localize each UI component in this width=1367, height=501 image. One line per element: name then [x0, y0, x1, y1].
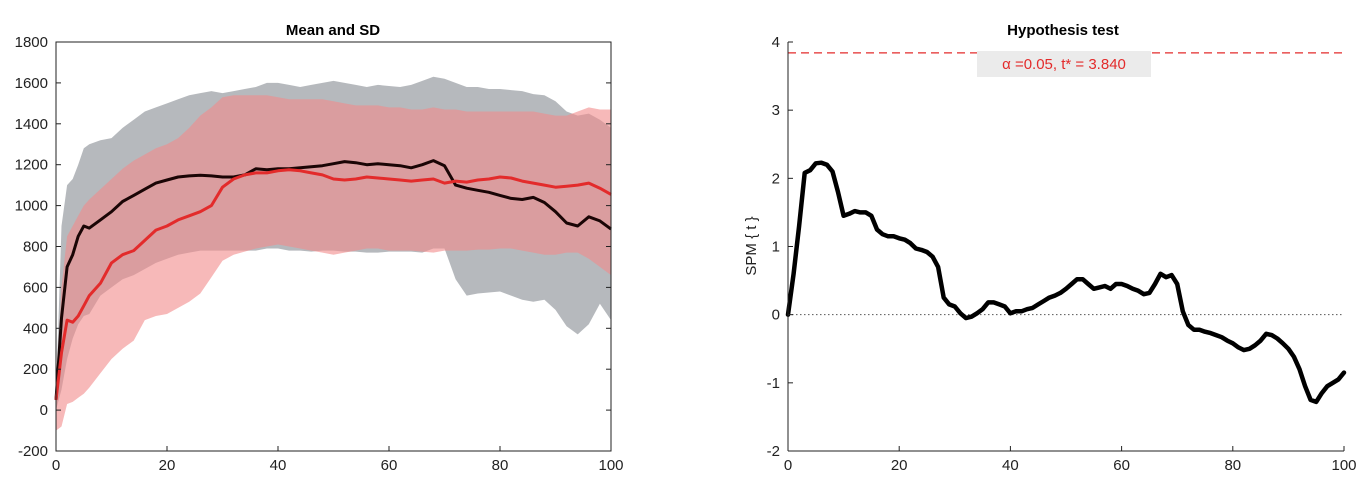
y-tick-label: 2 [772, 170, 780, 187]
y-axis-label: SPM { t } [743, 216, 760, 275]
x-tick-label: 40 [270, 457, 287, 474]
mean-line-red [54, 168, 612, 401]
threshold-label-box [977, 51, 1151, 77]
y-tick-label: 3 [772, 102, 780, 119]
y-tick-label: 600 [23, 279, 48, 296]
x-tick-label: 0 [52, 457, 60, 474]
mean-line-black [54, 159, 612, 401]
hypothesis-test-panel: Hypothesis test α =0.05, t* = 3.840 SPM … [743, 22, 1357, 474]
y-tick-label: 4 [772, 34, 780, 51]
mean-sd-panel: Mean and SD 0 20 40 60 80 100 -20002004006008… [15, 22, 624, 474]
y-tick-label: 200 [23, 361, 48, 378]
threshold-label: α =0.05, t* = 3.840 [1002, 56, 1126, 73]
y-tick-label: 800 [23, 239, 48, 256]
x-tick-label: 20 [891, 457, 908, 474]
spm-line [785, 160, 1347, 405]
x-tick-label: 80 [1224, 457, 1241, 474]
x-tick-label: 100 [1331, 457, 1356, 474]
y-tick-label: 1400 [15, 116, 48, 133]
sd-band-red [56, 95, 611, 431]
x-tick-label: 40 [1002, 457, 1019, 474]
y-tick-label: -2 [767, 443, 780, 460]
y-tick-label: 0 [40, 402, 48, 419]
x-tick-label: 60 [381, 457, 398, 474]
x-tick-label: 60 [1113, 457, 1130, 474]
y-tick-label: 0 [772, 307, 780, 324]
mean-lines [54, 159, 612, 401]
y-tick-label: 1000 [15, 198, 48, 215]
y-tick-label: -1 [767, 375, 780, 392]
chart-title: Hypothesis test [1007, 22, 1119, 39]
chart-title: Mean and SD [286, 22, 380, 39]
spm-t-line [785, 160, 1347, 405]
x-tick-label: 100 [598, 457, 623, 474]
sd-bands [56, 76, 611, 431]
y-tick-label: -200 [18, 443, 48, 460]
y-axis-ticks: -2 -1 0 1 2 3 4 [767, 34, 793, 460]
x-tick-label: 0 [784, 457, 792, 474]
reference-lines [788, 52, 1344, 316]
y-tick-label: 1600 [15, 75, 48, 92]
x-axis-ticks: 0 20 40 60 80 100 [784, 446, 1357, 474]
x-axis-ticks: 0 20 40 60 80 100 [52, 446, 624, 474]
y-tick-label: 1 [772, 239, 780, 256]
y-tick-label: 1200 [15, 157, 48, 174]
y-axis-ticks: -200 0 200 400 600 800 1000 1200 1400 1600 1800 [15, 34, 611, 460]
y-tick-label: 1800 [15, 34, 48, 51]
x-tick-label: 80 [492, 457, 509, 474]
x-tick-label: 20 [159, 457, 176, 474]
y-tick-label: 400 [23, 320, 48, 337]
